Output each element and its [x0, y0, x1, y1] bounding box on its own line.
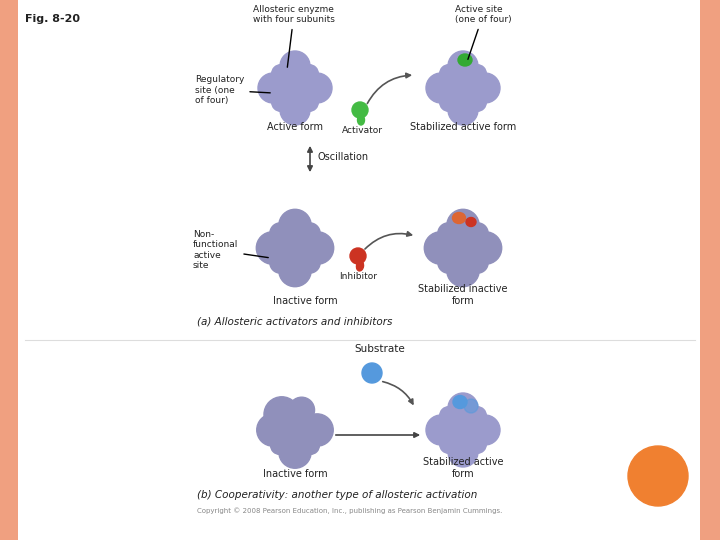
Text: Oscillation: Oscillation: [317, 152, 368, 162]
Circle shape: [464, 399, 478, 413]
Circle shape: [468, 435, 486, 453]
Circle shape: [426, 73, 456, 103]
Circle shape: [279, 254, 311, 287]
Circle shape: [299, 252, 320, 273]
Text: Inhibitor: Inhibitor: [339, 272, 377, 281]
Circle shape: [352, 102, 368, 118]
Text: Fig. 8-20: Fig. 8-20: [25, 14, 80, 24]
Circle shape: [440, 407, 458, 424]
Circle shape: [350, 248, 366, 264]
Circle shape: [282, 416, 309, 443]
Circle shape: [317, 241, 331, 255]
Text: Regulatory
site (one
of four): Regulatory site (one of four): [195, 75, 270, 105]
Circle shape: [447, 254, 480, 287]
Text: Stabilized inactive
form: Stabilized inactive form: [418, 285, 508, 306]
Circle shape: [256, 232, 289, 264]
Circle shape: [440, 93, 458, 111]
Circle shape: [448, 393, 478, 423]
Text: Copyright © 2008 Pearson Education, Inc., publishing as Pearson Benjamin Cumming: Copyright © 2008 Pearson Education, Inc.…: [197, 507, 503, 514]
Circle shape: [485, 241, 499, 255]
Ellipse shape: [466, 218, 476, 226]
Bar: [700, 0, 720, 540]
Text: (b) Cooperativity: another type of allosteric activation: (b) Cooperativity: another type of allos…: [197, 490, 477, 500]
Text: Active site
(one of four): Active site (one of four): [455, 5, 512, 59]
Circle shape: [257, 414, 289, 446]
Circle shape: [300, 65, 318, 83]
Circle shape: [468, 407, 486, 424]
Circle shape: [301, 232, 333, 264]
Circle shape: [448, 95, 478, 125]
Ellipse shape: [458, 54, 472, 66]
Circle shape: [288, 210, 302, 225]
Circle shape: [302, 436, 320, 454]
Circle shape: [280, 95, 310, 125]
Circle shape: [440, 435, 458, 453]
Circle shape: [467, 252, 488, 273]
Text: Inactive form: Inactive form: [263, 469, 328, 479]
Circle shape: [289, 397, 315, 423]
Circle shape: [456, 210, 470, 225]
Circle shape: [450, 75, 476, 101]
Circle shape: [438, 223, 459, 244]
Circle shape: [362, 363, 382, 383]
Circle shape: [467, 223, 488, 244]
Circle shape: [470, 415, 500, 445]
Circle shape: [264, 397, 300, 433]
Ellipse shape: [358, 115, 364, 125]
Circle shape: [468, 93, 486, 111]
Circle shape: [272, 429, 292, 449]
Circle shape: [282, 75, 308, 101]
Circle shape: [449, 234, 477, 261]
Circle shape: [302, 73, 332, 103]
Circle shape: [448, 51, 478, 81]
Circle shape: [279, 210, 311, 242]
Text: Inactive form: Inactive form: [273, 296, 337, 306]
Circle shape: [440, 65, 458, 83]
Circle shape: [470, 73, 500, 103]
Text: Stabilized active form: Stabilized active form: [410, 122, 516, 132]
Ellipse shape: [356, 261, 364, 271]
Bar: [0, 0, 18, 540]
Circle shape: [448, 437, 478, 467]
Ellipse shape: [452, 213, 466, 224]
Circle shape: [299, 223, 320, 244]
Circle shape: [301, 414, 333, 446]
Text: Stabilized active
form: Stabilized active form: [423, 457, 503, 479]
Circle shape: [270, 223, 291, 244]
Circle shape: [270, 252, 291, 273]
Circle shape: [288, 271, 302, 286]
Circle shape: [438, 252, 459, 273]
Circle shape: [456, 271, 470, 286]
Text: Allosteric enyzme
with four subunits: Allosteric enyzme with four subunits: [253, 5, 335, 68]
Text: Activator: Activator: [341, 126, 382, 135]
Circle shape: [271, 436, 289, 454]
Text: Active form: Active form: [267, 122, 323, 132]
Circle shape: [450, 417, 476, 443]
Circle shape: [258, 241, 274, 255]
Circle shape: [628, 446, 688, 506]
Circle shape: [447, 210, 480, 242]
Circle shape: [280, 51, 310, 81]
Ellipse shape: [453, 395, 467, 408]
Circle shape: [282, 234, 308, 261]
Circle shape: [271, 93, 289, 111]
Circle shape: [427, 241, 441, 255]
Circle shape: [258, 73, 288, 103]
Text: Non-
functional
active
site: Non- functional active site: [193, 230, 269, 270]
Circle shape: [469, 232, 502, 264]
Text: Substrate: Substrate: [355, 344, 405, 354]
Circle shape: [468, 65, 486, 83]
Text: (a) Allosteric activators and inhibitors: (a) Allosteric activators and inhibitors: [197, 317, 392, 327]
Circle shape: [424, 232, 456, 264]
Circle shape: [300, 93, 318, 111]
Circle shape: [279, 436, 311, 468]
Circle shape: [426, 415, 456, 445]
Circle shape: [271, 65, 289, 83]
